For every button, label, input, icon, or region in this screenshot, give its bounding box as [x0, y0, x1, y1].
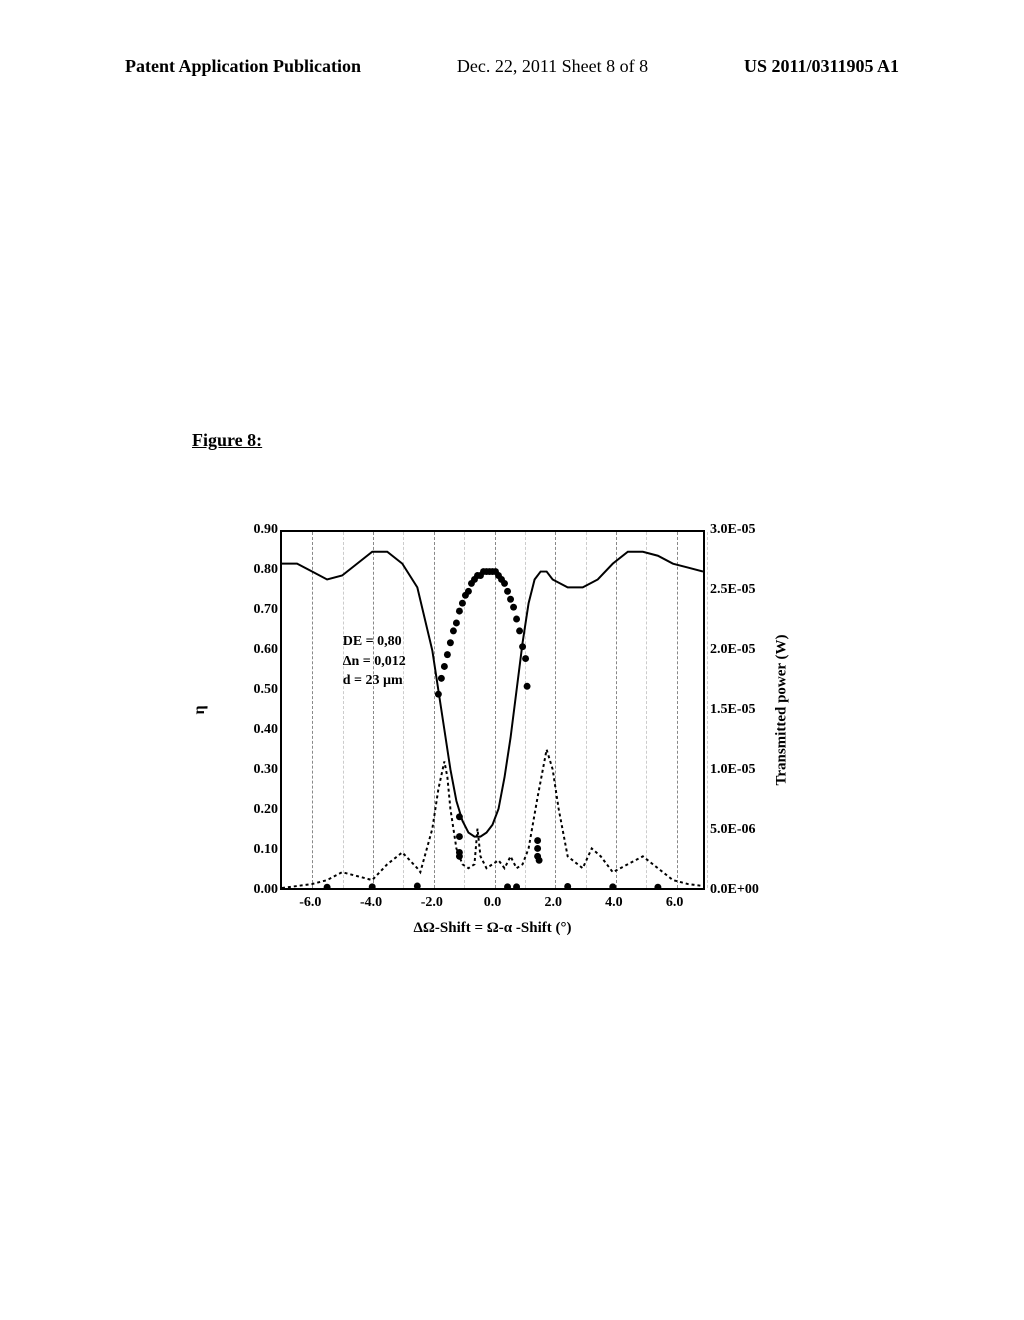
y-tick-left: 0.50 — [230, 682, 278, 698]
x-tick: 6.0 — [666, 895, 684, 911]
y-tick-left: 0.40 — [230, 722, 278, 738]
y-tick-left: 0.30 — [230, 762, 278, 778]
x-tick: -6.0 — [299, 895, 321, 911]
y-tick-right: 2.0E-05 — [710, 642, 756, 658]
y-tick-right: 3.0E-05 — [710, 522, 756, 538]
y-axis-right-label: Transmitted power (W) — [774, 634, 791, 785]
y-tick-left: 0.10 — [230, 842, 278, 858]
x-axis-label: ΔΩ-Shift = Ω-α -Shift (°) — [280, 920, 705, 937]
x-tick: -4.0 — [360, 895, 382, 911]
x-tick: 0.0 — [484, 895, 502, 911]
y-tick-right: 1.0E-05 — [710, 762, 756, 778]
x-tick: 4.0 — [605, 895, 623, 911]
y-axis-left-ticks: 0.000.100.200.300.400.500.600.700.800.90 — [230, 530, 278, 890]
x-tick: -2.0 — [421, 895, 443, 911]
y-tick-right: 0.0E+00 — [710, 882, 759, 898]
figure-label: Figure 8: — [192, 430, 262, 451]
y-tick-right: 5.0E-06 — [710, 822, 756, 838]
chart-annotation: DE = 0,80Δn = 0,012d = 23 µm — [343, 632, 406, 691]
header-publication: Patent Application Publication — [125, 56, 361, 77]
plot-area: DE = 0,80Δn = 0,012d = 23 µm — [280, 530, 705, 890]
header-date-sheet: Dec. 22, 2011 Sheet 8 of 8 — [457, 56, 648, 77]
chart: η Transmitted power (W) DE = 0,80Δn = 0,… — [200, 520, 785, 960]
y-tick-left: 0.20 — [230, 802, 278, 818]
y-tick-left: 0.60 — [230, 642, 278, 658]
y-tick-right: 1.5E-05 — [710, 702, 756, 718]
y-tick-right: 2.5E-05 — [710, 582, 756, 598]
y-axis-left-label: η — [191, 705, 209, 714]
y-tick-left: 0.70 — [230, 602, 278, 618]
y-tick-left: 0.00 — [230, 882, 278, 898]
page-header: Patent Application Publication Dec. 22, … — [0, 56, 1024, 77]
y-tick-left: 0.90 — [230, 522, 278, 538]
y-tick-left: 0.80 — [230, 562, 278, 578]
chart-svg — [282, 532, 703, 888]
header-patent-number: US 2011/0311905 A1 — [744, 56, 899, 77]
x-tick: 2.0 — [544, 895, 562, 911]
